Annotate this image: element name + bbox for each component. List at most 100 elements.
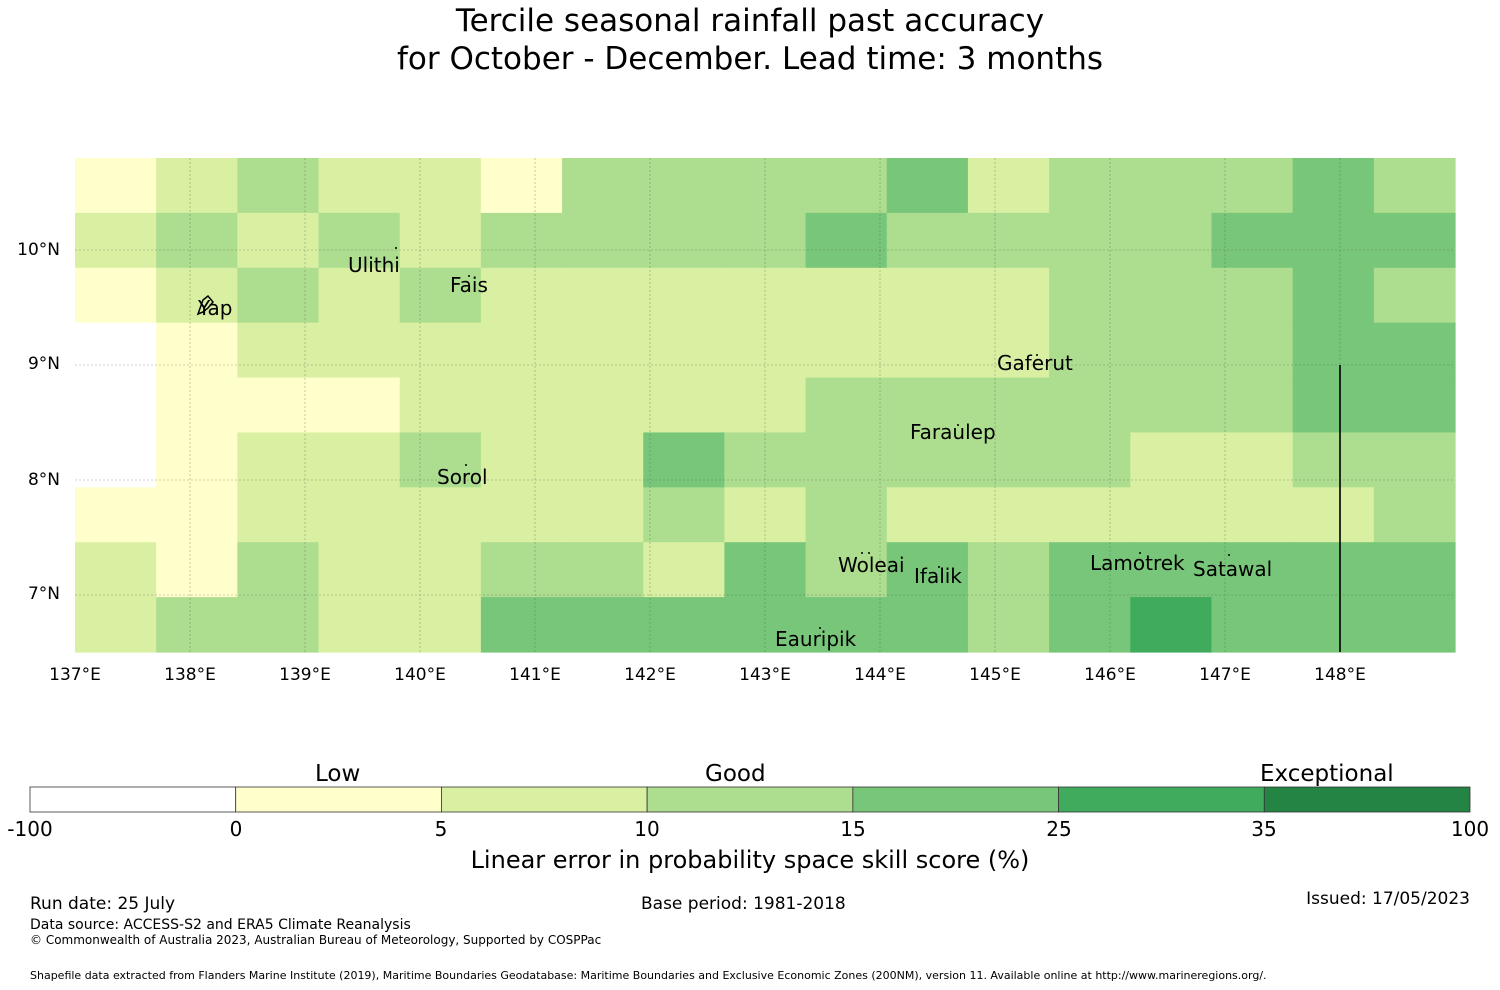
grid-cell (967, 267, 1050, 324)
grid-cell (1373, 377, 1456, 434)
lon-label-145e: 145°E (969, 665, 1021, 685)
grid-cell (1373, 212, 1456, 269)
colorbar-tick-100: 100 (1450, 817, 1490, 841)
woleai-island-dot (861, 552, 863, 554)
grid-cell (967, 212, 1050, 269)
grid-cell (886, 432, 969, 488)
skill-grid (75, 158, 1456, 653)
grid-cell (480, 597, 563, 653)
grid-cell (1373, 158, 1456, 214)
satawal-island-dot (1228, 554, 1230, 556)
grid-cell (562, 597, 644, 653)
grid-cell (1292, 267, 1375, 324)
place-label-faraulep: Faraulep (910, 420, 996, 444)
grid-cell (1211, 597, 1294, 653)
grid-cell (1292, 377, 1375, 434)
grid-cell (1049, 597, 1131, 653)
grid-cell (805, 542, 888, 598)
grid-cell (1211, 487, 1294, 543)
grid-cell (1211, 158, 1294, 214)
colorbar-tick-10: 10 (634, 817, 660, 841)
yap-island-shape (196, 294, 214, 316)
graticule (75, 158, 1455, 652)
grid-cell (1292, 158, 1375, 214)
grid-cell (318, 432, 401, 488)
grid-cell (1211, 322, 1294, 379)
grid-cell (1292, 542, 1375, 598)
grid-cell (399, 432, 482, 488)
grid-cell (318, 158, 401, 214)
colorbar-tick-15: 15 (840, 817, 866, 841)
lat-label-10n: 10°N (17, 240, 60, 260)
place-label-fais: Fais (450, 273, 488, 297)
grid-cell (1130, 487, 1213, 543)
grid-cell (886, 212, 969, 269)
grid-cell (562, 212, 644, 269)
map-title-line-2: for October - December. Lead time: 3 mon… (396, 41, 1104, 77)
place-label-sorol: Sorol (437, 465, 488, 489)
sorol-island-dot (465, 464, 467, 466)
grid-cell (237, 322, 320, 379)
grid-cell (643, 542, 726, 598)
grid-cell (886, 542, 969, 598)
grid-cell (75, 487, 157, 543)
colorbar-swatch (646, 786, 854, 813)
colorbar-tick-25: 25 (1046, 817, 1072, 841)
grid-cell (967, 158, 1050, 214)
grid-cell (1292, 432, 1375, 488)
grid-cell (75, 377, 157, 434)
colorbar-tick-neg100: -100 (7, 817, 53, 841)
lon-label-148e: 148°E (1314, 665, 1366, 685)
lon-label-142e: 142°E (624, 665, 676, 685)
grid-cell (1130, 597, 1213, 653)
copyright-notice: © Commonwealth of Australia 2023, Austra… (30, 933, 602, 947)
grid-cell (399, 487, 482, 543)
grid-cell (724, 377, 807, 434)
place-label-lamotrek: Lamotrek (1090, 551, 1185, 575)
grid-cell (75, 322, 157, 379)
grid-cell (643, 487, 726, 543)
grid-cell (643, 267, 726, 324)
grid-cell (318, 322, 401, 379)
grid-cell (1130, 267, 1213, 324)
grid-cell (967, 432, 1050, 488)
grid-cell (886, 487, 969, 543)
grid-cell (156, 158, 238, 214)
grid-cell (237, 267, 320, 324)
lon-label-141e: 141°E (509, 665, 561, 685)
colorbar-tick-5: 5 (434, 817, 448, 841)
grid-cell (75, 432, 157, 488)
grid-cell (156, 597, 238, 653)
ulithi-island-dot (395, 247, 397, 249)
grid-cell (156, 322, 238, 379)
grid-cell (480, 158, 563, 214)
grid-cell (724, 212, 807, 269)
grid-cell (156, 432, 238, 488)
lon-label-143e: 143°E (739, 665, 791, 685)
grid-cell (886, 322, 969, 379)
colorbar-tick-0: 0 (229, 817, 243, 841)
grid-cell (1049, 158, 1131, 214)
grid-cell (1130, 212, 1213, 269)
grid-cell (75, 597, 157, 653)
grid-cell (399, 158, 482, 214)
grid-cell (318, 267, 401, 324)
grid-cell (886, 267, 969, 324)
lat-label-9n: 9°N (27, 354, 60, 374)
faraulep-island-dot (957, 424, 959, 426)
grid-cell (805, 597, 888, 653)
colorbar-tick-35: 35 (1251, 817, 1277, 841)
lat-label-8n: 8°N (27, 470, 60, 490)
grid-cell (643, 377, 726, 434)
grid-cell (399, 322, 482, 379)
grid-cell (562, 487, 644, 543)
grid-cell (237, 487, 320, 543)
colorbar (29, 786, 1471, 813)
grid-cell (805, 212, 888, 269)
colorbar-swatch (1058, 786, 1265, 813)
lon-label-144e: 144°E (854, 665, 906, 685)
woleai-island-dot-2 (868, 552, 870, 554)
lon-label-146e: 146°E (1084, 665, 1136, 685)
grid-cell (967, 597, 1050, 653)
place-label-gaferut: Gaferut (997, 351, 1073, 375)
